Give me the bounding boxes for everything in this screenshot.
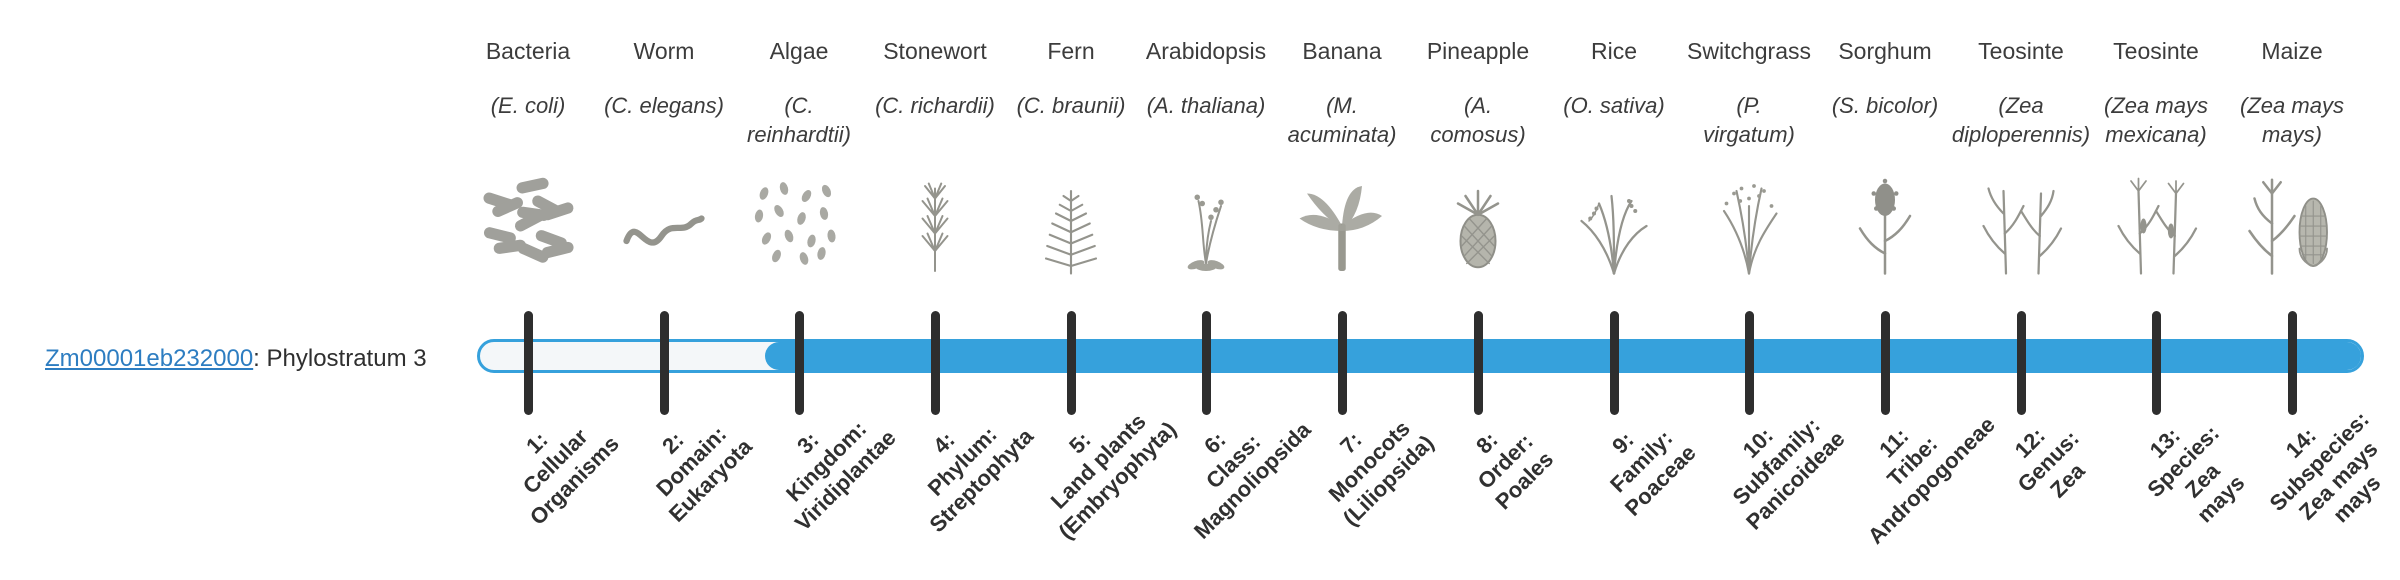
- organism-column-fern: Fern (C. braunii): [996, 0, 1146, 580]
- phylostratum-tick-9: [1610, 311, 1619, 415]
- organism-column-teosinte-diploperennis: Teosinte (Zea diploperennis): [1946, 0, 2096, 580]
- gene-label: Zm00001eb232000: Phylostratum 3: [45, 343, 427, 375]
- pineapple-icon: [1413, 166, 1543, 286]
- maize-icon: [2227, 166, 2357, 286]
- organism-scientific-name: (E. coli): [490, 93, 566, 118]
- organism-name: Arabidopsis: [1145, 38, 1267, 64]
- organism-name: Banana: [1302, 38, 1382, 64]
- organism-name: Teosinte: [2113, 38, 2199, 64]
- organism-name: Rice: [1590, 38, 1637, 64]
- worm-icon: [599, 166, 729, 286]
- phylostratum-tick-10: [1745, 311, 1754, 415]
- organism-scientific-name: (Zea mays mays): [2240, 93, 2344, 147]
- teosinte-diploperennis-icon: [1956, 166, 2086, 286]
- organism-column-maize: Maize (Zea mays mays): [2217, 0, 2367, 580]
- organism-column-pineapple: Pineapple (A. comosus): [1403, 0, 1553, 580]
- phylostratum-tick-2: [660, 311, 669, 415]
- timeline-fill: [765, 342, 2361, 370]
- switchgrass-icon: [1684, 166, 1814, 286]
- phylostratum-tick-4: [931, 311, 940, 415]
- phylostratum-tick-13: [2152, 311, 2161, 415]
- organism-column-worm: Worm (C. elegans): [589, 0, 739, 580]
- organism-scientific-name: (C. richardii): [875, 93, 995, 118]
- organism-column-banana: Banana (M. acuminata): [1267, 0, 1417, 580]
- gene-link[interactable]: Zm00001eb232000: [45, 345, 254, 372]
- stonewort-icon: [870, 166, 1000, 286]
- organism-scientific-name: (C. elegans): [604, 93, 724, 118]
- organism-scientific-name: (O. sativa): [1563, 93, 1665, 118]
- organism-scientific-name: (P. virgatum): [1703, 93, 1795, 147]
- organism-column-arabidopsis: Arabidopsis (A. thaliana): [1131, 0, 1281, 580]
- phylostratum-tick-14: [2288, 311, 2297, 415]
- algae-icon: [734, 166, 864, 286]
- timeline-bar: [477, 339, 2364, 373]
- phylostratum-tick-11: [1881, 311, 1890, 415]
- rice-icon: [1549, 166, 1679, 286]
- phylostratum-tick-1: [524, 311, 533, 415]
- organism-column-switchgrass: Switchgrass (P. virgatum): [1674, 0, 1824, 580]
- organism-name: Stonewort: [883, 38, 987, 64]
- organism-column-sorghum: Sorghum (S. bicolor): [1810, 0, 1960, 580]
- gene-phylostratum-text: : Phylostratum 3: [253, 345, 427, 372]
- arabidopsis-icon: [1141, 166, 1271, 286]
- phylostratum-tick-12: [2017, 311, 2026, 415]
- fern-icon: [1006, 166, 1136, 286]
- teosinte-mexicana-icon: [2091, 166, 2221, 286]
- organism-name: Fern: [1047, 38, 1095, 64]
- organism-column-teosinte-mexicana: Teosinte (Zea mays mexicana): [2081, 0, 2231, 580]
- organism-scientific-name: (A. comosus): [1430, 93, 1526, 147]
- organism-name: Maize: [2261, 38, 2323, 64]
- sorghum-icon: [1820, 166, 1950, 286]
- organism-scientific-name: (A. thaliana): [1146, 93, 1266, 118]
- organism-name: Sorghum: [1838, 38, 1932, 64]
- organism-scientific-name: (C. braunii): [1016, 93, 1126, 118]
- bacteria-icon: [463, 166, 593, 286]
- organism-column-algae: Algae (C. reinhardtii): [724, 0, 874, 580]
- banana-icon: [1277, 166, 1407, 286]
- phylostratum-tick-8: [1474, 311, 1483, 415]
- phylostratum-tick-5: [1067, 311, 1076, 415]
- organism-scientific-name: (Zea diploperennis): [1951, 93, 2091, 147]
- organism-scientific-name: (C. reinhardtii): [747, 93, 851, 147]
- phylostratum-tick-7: [1338, 311, 1347, 415]
- organism-column-rice: Rice (O. sativa): [1539, 0, 1689, 580]
- organism-name: Teosinte: [1978, 38, 2064, 64]
- organism-name: Algae: [769, 38, 829, 64]
- organism-column-bacteria: Bacteria (E. coli): [453, 0, 603, 580]
- organism-scientific-name: (S. bicolor): [1831, 93, 1939, 118]
- organism-name: Pineapple: [1426, 38, 1530, 64]
- organism-scientific-name: (Zea mays mexicana): [2104, 93, 2208, 147]
- phylostratum-tick-6: [1202, 311, 1211, 415]
- organism-column-stonewort: Stonewort (C. richardii): [860, 0, 1010, 580]
- phylostratum-tick-3: [795, 311, 804, 415]
- organism-scientific-name: (M. acuminata): [1287, 93, 1397, 147]
- organism-name: Switchgrass: [1687, 38, 1811, 64]
- organism-name: Bacteria: [485, 38, 571, 64]
- organism-name: Worm: [633, 38, 695, 64]
